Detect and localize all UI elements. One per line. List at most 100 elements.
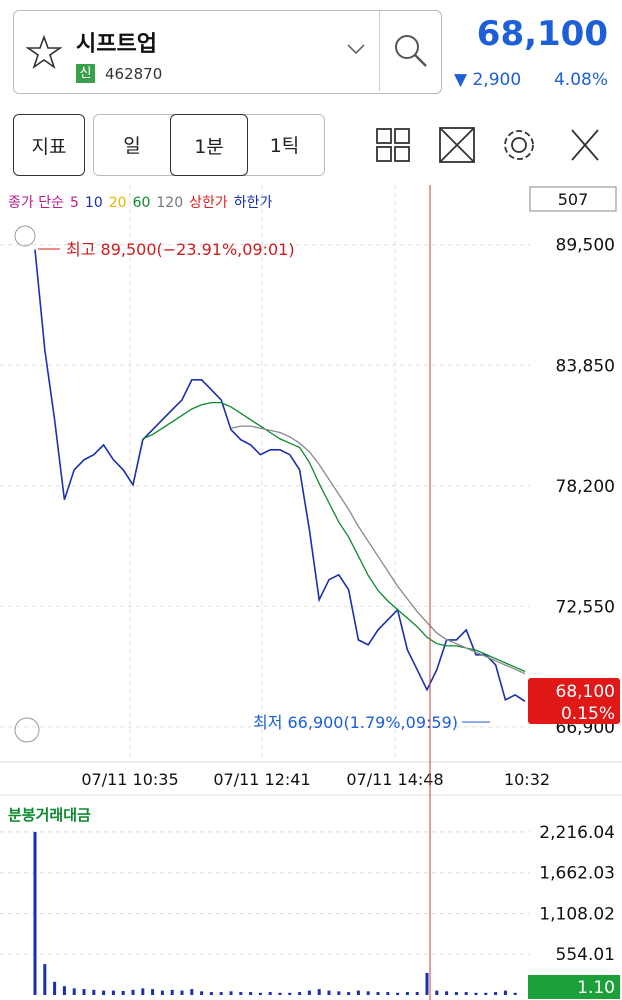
volume-bar xyxy=(278,992,282,995)
volume-bar xyxy=(386,992,390,995)
volume-bar xyxy=(307,990,311,995)
volume-bar xyxy=(484,992,488,995)
y-tick-label: 89,500 xyxy=(556,236,615,256)
volume-bar xyxy=(376,992,380,995)
y-tick-label: 78,200 xyxy=(556,477,615,497)
legend-item: 상한가 xyxy=(189,195,228,211)
x-tick-label: 07/11 14:48 xyxy=(346,770,443,789)
volume-bar xyxy=(53,981,57,995)
volume-bar xyxy=(513,992,517,995)
volume-bar xyxy=(249,992,253,995)
volume-bar xyxy=(111,990,115,995)
volume-bar xyxy=(435,990,439,995)
price-change: ▼ 2,900 xyxy=(454,70,522,90)
toolbar-icons[interactable] xyxy=(372,124,612,166)
volume-bar xyxy=(494,992,498,995)
indicator-button[interactable]: 지표 xyxy=(13,114,85,176)
volume-bar xyxy=(288,992,292,995)
current-badge xyxy=(528,678,620,724)
volume-bar xyxy=(92,989,96,995)
high-label: 최고 89,500(−23.91%,09:01) xyxy=(66,240,295,259)
low-label: 최저 66,900(1.79%,09:59) xyxy=(253,713,458,732)
volume-bar xyxy=(503,990,507,995)
y-tick-label: 1,108.02 xyxy=(539,904,615,924)
search-box[interactable] xyxy=(13,10,442,94)
legend-item: 하한가 xyxy=(234,195,273,211)
zoom-in[interactable] xyxy=(14,225,36,247)
volume-bar xyxy=(141,988,145,995)
volume-bar xyxy=(151,989,155,995)
x-tick-label: 07/11 10:35 xyxy=(81,770,178,789)
volume-bar xyxy=(317,989,321,995)
legend-item: 120 xyxy=(156,195,183,211)
volume-bar xyxy=(229,991,233,995)
volume-bar xyxy=(200,991,204,995)
volume-bar xyxy=(425,972,429,995)
divider xyxy=(379,11,380,91)
legend-item: 종가 단순 xyxy=(8,195,64,211)
volume-bar xyxy=(209,992,213,995)
price-line xyxy=(142,401,526,673)
count-box xyxy=(529,186,617,212)
volume-title: 분봉거래대금 xyxy=(8,806,91,824)
volume-bar xyxy=(82,989,86,995)
minute-button[interactable]: 1분 xyxy=(170,114,248,176)
volume-bar xyxy=(170,989,174,995)
volume-bar xyxy=(415,992,419,995)
current-price-label: 68,100 xyxy=(556,682,615,702)
volume-bar xyxy=(366,991,370,995)
star-icon[interactable] xyxy=(26,34,62,70)
volume-bar xyxy=(239,992,243,995)
search-icon[interactable] xyxy=(390,30,430,70)
current-change-label: 0.15% xyxy=(561,704,615,724)
volume-bar xyxy=(121,990,125,995)
y-tick-label: 2,216.04 xyxy=(539,823,615,843)
count: 507 xyxy=(558,190,589,209)
change-rate: 4.08% xyxy=(553,70,608,90)
volume-bar xyxy=(327,990,331,995)
volume-bar xyxy=(337,991,341,995)
volume-bar xyxy=(219,992,223,995)
legend-item: 5 xyxy=(70,195,79,211)
dropdown-icon[interactable] xyxy=(346,42,366,56)
x-tick-label: 07/11 12:41 xyxy=(213,770,310,789)
price-line xyxy=(34,249,526,702)
y-tick-label: 72,550 xyxy=(556,597,615,617)
volume-bar xyxy=(258,992,262,995)
stock-code: 462870 xyxy=(105,65,163,83)
volume-bar xyxy=(464,992,468,995)
volume-bar xyxy=(298,992,302,995)
volume-bar xyxy=(43,964,47,995)
volume-bar xyxy=(180,990,184,995)
volume-badge xyxy=(528,975,620,999)
day-button[interactable]: 일 xyxy=(95,116,169,172)
current-price: 68,100 xyxy=(476,14,608,54)
y-tick-label: 1,662.03 xyxy=(539,864,615,884)
volume-bar xyxy=(131,989,135,995)
volume-bar xyxy=(268,992,272,995)
volume-bar xyxy=(72,988,76,995)
tick-button[interactable]: 1틱 xyxy=(248,116,321,172)
volume-bar xyxy=(33,831,37,995)
volume-bar xyxy=(347,992,351,995)
badge: 신 xyxy=(76,64,95,83)
volume-bar xyxy=(454,992,458,995)
zoom-out[interactable] xyxy=(14,717,40,743)
legend-item: 20 xyxy=(109,195,127,211)
legend-item: 60 xyxy=(133,195,151,211)
y-tick-label: 554.01 xyxy=(556,945,615,965)
volume-bar xyxy=(62,986,66,995)
volume-bar xyxy=(405,992,409,995)
volume-bar xyxy=(160,990,164,995)
volume-current: 1.10 xyxy=(577,978,615,998)
stock-name: 시프트업 xyxy=(76,32,157,57)
volume-bar xyxy=(102,990,106,995)
price-line xyxy=(230,425,526,675)
legend-item: 10 xyxy=(85,195,103,211)
volume-bar xyxy=(190,989,194,995)
volume-bar xyxy=(396,992,400,995)
y-tick-label: 83,850 xyxy=(556,356,615,376)
volume-bar xyxy=(356,990,360,995)
